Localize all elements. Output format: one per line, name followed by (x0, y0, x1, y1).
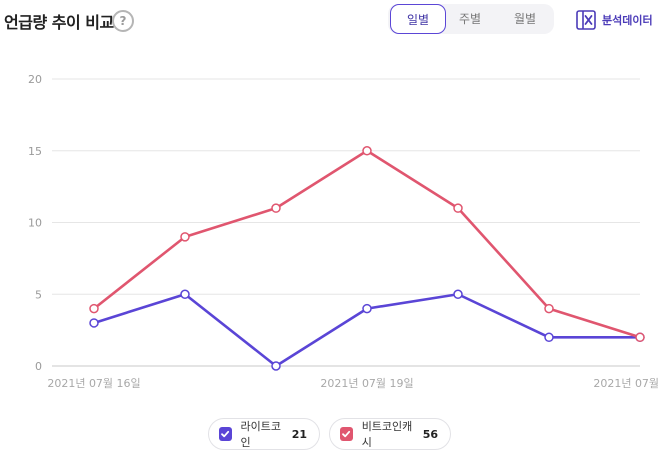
data-point (362, 303, 372, 314)
legend-count: 21 (291, 427, 307, 441)
data-point (544, 303, 554, 314)
x-tick-label: 2021년 07월 16일 (47, 376, 140, 390)
y-tick-label: 5 (35, 288, 42, 301)
period-tabs: 일별 주별 월별 (388, 4, 554, 34)
data-point (453, 289, 463, 299)
legend-item-litecoin[interactable]: 라이트코인 21 (208, 418, 320, 450)
data-point (180, 289, 190, 299)
grid-lines (52, 78, 640, 367)
x-axis: 2021년 07월 16일 2021년 07월 19일 2021년 07월 22일 (47, 376, 663, 390)
series-group (89, 146, 645, 371)
tab-daily[interactable]: 일별 (390, 4, 446, 34)
checkbox-checked-icon[interactable] (219, 427, 232, 441)
y-tick-label: 0 (35, 360, 42, 373)
legend-item-bitcoin-cash[interactable]: 비트코인캐시 56 (329, 418, 451, 450)
tab-monthly[interactable]: 월별 (513, 12, 537, 26)
data-point (180, 232, 190, 242)
help-icon[interactable]: ? (112, 10, 134, 32)
tab-weekly[interactable]: 주별 (458, 12, 482, 26)
y-tick-label: 10 (28, 217, 42, 230)
y-tick-label: 20 (28, 73, 42, 86)
data-point (271, 203, 281, 213)
y-tick-label: 15 (28, 145, 42, 158)
excel-icon (576, 10, 596, 30)
data-point (362, 146, 372, 156)
data-point (271, 361, 281, 371)
data-point (89, 303, 99, 314)
legend-label: 비트코인캐시 (361, 420, 413, 449)
export-data-label: 분석데이터 (602, 14, 653, 27)
legend-label: 라이트코인 (240, 420, 281, 449)
data-point (453, 203, 463, 213)
legend-count: 56 (422, 427, 438, 441)
data-point (544, 332, 554, 343)
x-tick-label: 2021년 07월 19일 (320, 376, 413, 390)
x-tick-label: 2021년 07월 22일 (593, 376, 663, 390)
export-data-button[interactable]: 분석데이터 (576, 8, 653, 32)
data-point (89, 318, 99, 328)
y-axis: 0 5 10 15 20 (28, 73, 42, 373)
chart-header: 언급량 추이 비교 ? 일별 주별 월별 분석데이터 (0, 0, 663, 44)
checkbox-checked-icon[interactable] (340, 427, 353, 441)
chart-title: 언급량 추이 비교 (4, 13, 114, 32)
data-point (635, 332, 645, 343)
